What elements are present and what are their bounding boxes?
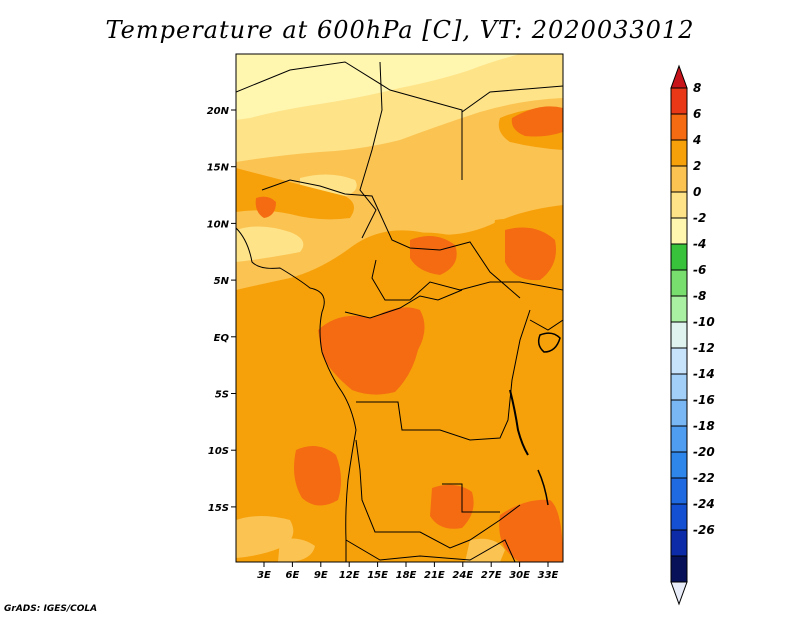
- field-patch-cool-sw2: [278, 538, 315, 562]
- colorbar-swatch: [670, 269, 688, 297]
- colorbar-label: 8: [693, 81, 701, 95]
- colorbar-label: -8: [693, 289, 706, 303]
- colorbar-arrow-top: [670, 64, 688, 89]
- field-patch-light-1: [236, 226, 304, 262]
- colorbar: 8 6 4 2 0 -2 -4 -6 -8 -10 -12 -14 -16 -18 -20 -22 -24 -26: [670, 64, 715, 606]
- coastline-west: [236, 227, 357, 562]
- border-sahara-3: [461, 85, 563, 113]
- lon-tick-label: 9E: [314, 570, 328, 581]
- colorbar-swatch: [670, 451, 688, 479]
- lon-tick-label: 30E: [509, 570, 530, 581]
- lon-tick-label: 27E: [481, 570, 502, 581]
- lake-victoria: [537, 332, 561, 353]
- map-frame: [235, 53, 564, 563]
- border-sahara-2: [359, 61, 383, 239]
- lat-tick-label: 5S: [215, 390, 229, 401]
- border-angola: [355, 439, 521, 549]
- lake-tanganyika: [509, 389, 529, 456]
- lon-tick-label: 3E: [257, 570, 271, 581]
- colorbar-label: 2: [693, 159, 701, 173]
- border-central: [371, 259, 563, 301]
- lat-tick-label: 15N: [207, 163, 230, 174]
- colorbar-swatch: [670, 191, 688, 219]
- lat-tick-label: 10N: [207, 219, 230, 230]
- field-band-ltm2: [236, 54, 520, 120]
- colorbar-arrow-bottom: [670, 581, 688, 606]
- colorbar-label: -22: [693, 471, 715, 485]
- colorbar-label: -24: [693, 497, 715, 511]
- colorbar-swatch: [670, 321, 688, 349]
- colorbar-swatch: [670, 425, 688, 453]
- colorbar-label: -14: [693, 367, 715, 381]
- colorbar-label: 4: [692, 133, 701, 147]
- field-patch-hot-angola: [294, 446, 342, 506]
- chart-title: Temperature at 600hPa [C], VT: 202003301…: [105, 16, 695, 44]
- country-borders: [236, 61, 563, 562]
- colorbar-swatch: [670, 555, 688, 583]
- colorbar-label: -10: [693, 315, 715, 329]
- longitude-axis: 3E 6E 9E 12E 15E 18E 21E 24E 27E 30E 33E: [257, 562, 559, 581]
- colorbar-swatch: [670, 139, 688, 167]
- colorbar-label: -16: [693, 393, 715, 407]
- colorbar-swatch: [670, 295, 688, 323]
- border-south: [345, 539, 516, 562]
- field-patch-hot-zambia: [430, 484, 474, 529]
- colorbar-swatch: [670, 87, 688, 115]
- field-patch-hot-east: [505, 227, 556, 281]
- lon-tick-label: 18E: [396, 570, 417, 581]
- colorbar-label: -20: [693, 445, 715, 459]
- colorbar-label: -4: [693, 237, 706, 251]
- colorbar-label: -26: [693, 523, 715, 537]
- colorbar-swatch: [670, 503, 688, 531]
- grads-credit: GrADS: IGES/COLA: [4, 604, 98, 614]
- colorbar-swatch: [670, 113, 688, 141]
- colorbar-swatch: [670, 217, 688, 245]
- border-congo: [344, 289, 463, 319]
- border-sahel: [261, 179, 521, 299]
- lon-tick-label: 15E: [367, 570, 388, 581]
- colorbar-label: -12: [693, 341, 715, 355]
- colorbar-swatch: [670, 529, 688, 557]
- lon-tick-label: 21E: [424, 570, 445, 581]
- lon-tick-label: 24E: [452, 570, 473, 581]
- border-zambia: [442, 483, 500, 513]
- border-east: [529, 319, 563, 331]
- latitude-axis: 20N 15N 10N 5N EQ 5S 10S 15S: [207, 106, 236, 514]
- field-patch-cool-sw: [236, 516, 294, 558]
- field-patch-hot-ne: [511, 106, 563, 137]
- colorbar-swatch: [670, 399, 688, 427]
- lon-tick-label: 33E: [538, 570, 559, 581]
- colorbar-swatch: [670, 165, 688, 193]
- lat-tick-label: 10S: [208, 446, 229, 457]
- colorbar-swatch: [670, 477, 688, 505]
- colorbar-swatch: [670, 243, 688, 271]
- field-patch-cool-s: [465, 538, 505, 562]
- field-patch-hot-se: [499, 499, 563, 562]
- lat-tick-label: 15S: [208, 503, 229, 514]
- border-sahara-1: [236, 61, 463, 180]
- field-patch-hot-ctr-n: [410, 236, 457, 275]
- lat-tick-label: 5N: [214, 276, 230, 287]
- lat-tick-label: 20N: [207, 106, 230, 117]
- colorbar-label: -6: [693, 263, 706, 277]
- colorbar-label: -2: [693, 211, 706, 225]
- colorbar-swatch: [670, 347, 688, 375]
- lake-malawi: [537, 469, 549, 506]
- colorbar-swatch: [670, 373, 688, 401]
- colorbar-label: 0: [693, 185, 701, 199]
- colorbar-label: -18: [693, 419, 715, 433]
- border-drc: [356, 309, 531, 441]
- field-patch-hot-w-sahel: [255, 196, 276, 218]
- colorbar-label: 6: [693, 107, 701, 121]
- lat-tick-label: EQ: [214, 333, 230, 344]
- field-patch-hot-congo: [318, 307, 425, 395]
- lon-tick-label: 6E: [286, 570, 300, 581]
- lon-tick-label: 12E: [339, 570, 360, 581]
